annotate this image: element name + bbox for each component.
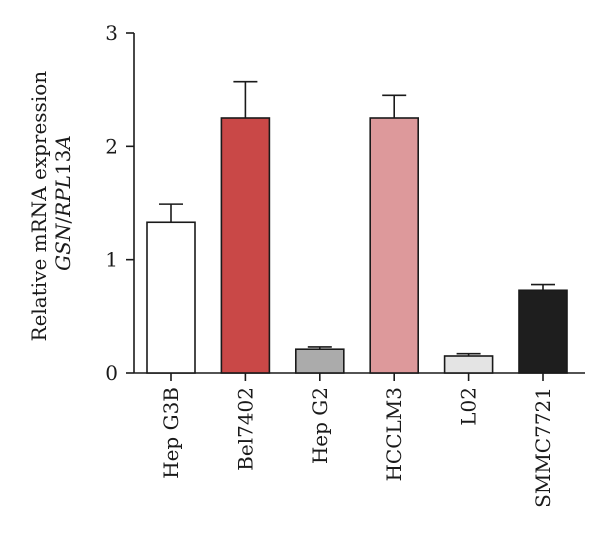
bar-bel7402 [220,117,271,374]
y-tick-label-2: 2 [105,134,118,158]
x-tick-label-smmc7721: SMMC7721 [531,387,555,508]
y-tick-label-3: 3 [105,21,118,45]
plot-area: 0 1 2 3 Hep G3B Bel7402 Hep G2 HCCLM3 L02 SMMC772… [105,21,585,508]
y-axis-label-separator: / [51,217,75,224]
y-axis-label-line1: Relative mRNA expression [27,71,51,342]
y-tick-label-1: 1 [105,248,118,272]
x-tick-label-hep-g3b: Hep G3B [159,387,183,479]
y-tick-label-0: 0 [105,361,118,385]
bar-smmc7721 [518,289,568,374]
y-axis-label: Relative mRNA expression GSN/RPL13A [27,65,75,342]
x-tick-label-l02: L02 [457,387,481,426]
bar-l02 [443,355,494,374]
x-tick-label-hcclm3: HCCLM3 [382,387,406,482]
bar-hep-g2 [294,348,345,374]
x-tick-label-bel7402: Bel7402 [233,387,257,471]
x-tick-label-hep-g2: Hep G2 [308,387,332,464]
y-axis-label-gene: GSN [51,222,75,271]
y-axis-label-reference-suffix: A [51,135,75,151]
bar-hep-g3b [146,221,196,374]
y-axis-label-reference-number: 13 [51,150,75,175]
bar-hcclm3 [369,117,420,374]
y-axis-label-reference-gene: RPL [51,175,75,218]
